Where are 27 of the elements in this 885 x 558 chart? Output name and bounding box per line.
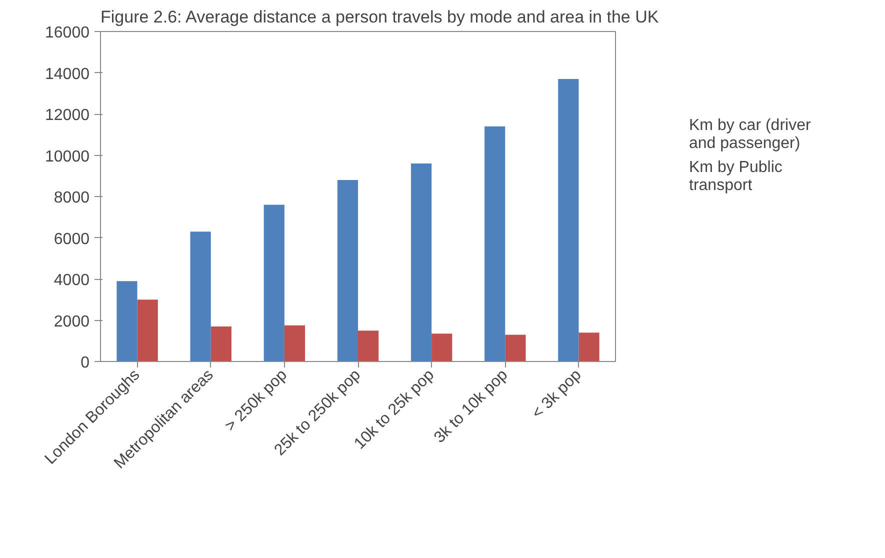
y-tick-label: 6000 [54, 230, 90, 248]
y-tick-label: 10000 [45, 148, 90, 166]
x-tick-label: < 3k pop [528, 366, 585, 422]
y-tick-label: 8000 [54, 190, 90, 206]
y-tick-label: 2000 [54, 313, 90, 330]
chart-title: Figure 2.6: Average distance a person travels by mode and area in the UK [100, 8, 660, 26]
bar [210, 326, 232, 362]
bar [116, 281, 138, 362]
y-tick-label: 0 [80, 354, 90, 372]
bar [432, 334, 452, 362]
bar [137, 300, 158, 362]
y-tick-label: 14000 [45, 66, 90, 83]
bar [358, 330, 379, 362]
y-tick-label: 16000 [45, 24, 90, 42]
text: Km by car (driver and passenger) [689, 116, 811, 152]
bar [578, 332, 600, 362]
bar [484, 126, 506, 362]
bar [410, 164, 432, 362]
bar [337, 180, 358, 362]
bar [190, 232, 211, 362]
bar [284, 325, 306, 362]
bar [264, 204, 284, 362]
bar [558, 78, 579, 362]
bar [505, 334, 526, 362]
text: Km by Public transport [689, 158, 782, 194]
y-tick-label: 12000 [45, 107, 90, 124]
y-tick-label: 4000 [54, 272, 90, 289]
